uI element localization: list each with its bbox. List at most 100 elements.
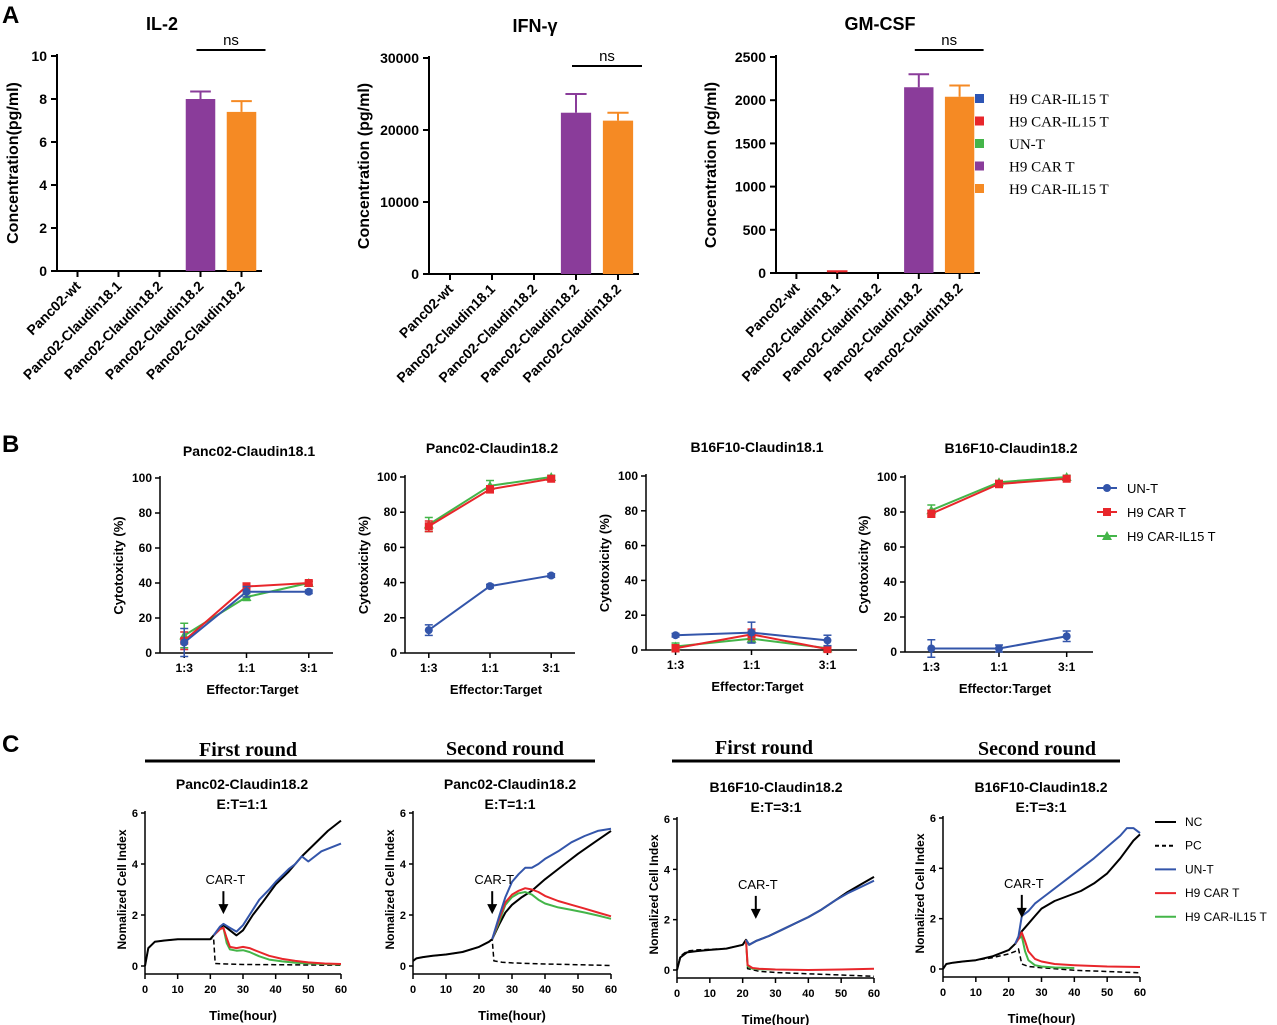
x-tick-label: 20 [204, 984, 216, 996]
x-tick-label: 40 [539, 984, 551, 996]
x-tick-label: 10 [440, 984, 452, 996]
y-tick-label: 80 [384, 505, 398, 519]
legend-rtca: NC PC UN-T H9 CAR T H9 CAR-IL15 T [1155, 815, 1267, 924]
gm-csf-bar-chart: GM-CSF Concentration (pg/ml) 0 500 1000 1500 2… [703, 14, 984, 385]
x-axis-label: Time(hour) [1008, 1011, 1076, 1025]
bar [185, 99, 216, 271]
series-pc [412, 938, 612, 967]
series-h9-car-t [927, 474, 1071, 518]
chart-title: Panc02-Claudin18.2 [176, 776, 308, 792]
significance-label: ns [941, 32, 957, 49]
y-tick-label: 0 [390, 646, 397, 660]
y-tick-label: 100 [377, 470, 397, 484]
first-round-label-right: First round [715, 737, 813, 759]
chart-subtitle: E:T=3:1 [751, 799, 802, 815]
marker-square [823, 645, 832, 654]
x-tick-label: 30 [237, 984, 249, 996]
marker-circle [995, 644, 1003, 653]
marker-circle [547, 571, 556, 580]
chart-subtitle: E:T=3:1 [1016, 799, 1067, 815]
marker-square [1103, 508, 1111, 516]
x-tick-label: 30 [506, 984, 518, 996]
rtca-b16f10-round2-chart: B16F10-Claudin18.2 E:T=3:1 Nomalized Cell … [913, 779, 1146, 1025]
chart-title: IL-2 [146, 14, 178, 34]
y-tick-label: 80 [625, 504, 639, 518]
x-tick-label: 40 [270, 984, 282, 996]
cytotox-panc02-cldn182-chart: Panc02-Claudin18.2 Cytotoxicity (%) Effect… [356, 440, 575, 697]
first-round-label-left: First round [199, 739, 297, 761]
legend-cytokine: H9 CAR-IL15 T H9 CAR-IL15 T UN-T H9 CAR T H9… [975, 92, 1109, 198]
x-tick-label: 50 [302, 984, 314, 996]
x-tick-label: 1:1 [990, 660, 1008, 674]
car-t-arrow-head [487, 904, 498, 915]
x-tick-label: 1:3 [420, 661, 438, 675]
series-pc [144, 937, 342, 967]
marker-square [927, 509, 936, 518]
rtca-panc02-round2-chart: Panc02-Claudin18.2 E:T=1:1 Nomalized Cell … [383, 776, 617, 1023]
marker-circle [304, 587, 313, 596]
car-t-annotation: CAR-T [738, 877, 778, 892]
marker-circle [486, 582, 494, 591]
legend-label: NC [1185, 815, 1203, 829]
y-tick-label: 40 [139, 576, 153, 590]
y-tick-label: 0 [411, 266, 419, 282]
series-un-t [927, 630, 1071, 658]
x-tick-label: 20 [737, 988, 749, 1000]
y-tick-label: 20000 [380, 122, 419, 138]
significance-label: ns [599, 48, 615, 65]
x-tick-label: 1:3 [176, 661, 194, 675]
series-un-t [745, 879, 875, 946]
y-axis-label: Concentration (pg/ml) [703, 82, 720, 248]
x-tick-label: 20 [473, 984, 485, 996]
series-nc [942, 833, 1141, 970]
x-axis-label: Time(hour) [209, 1008, 277, 1023]
chart-title: B16F10-Claudin18.2 [709, 779, 842, 795]
series-un-t [1014, 827, 1141, 945]
y-tick-label: 20 [384, 611, 398, 625]
y-tick-label: 4 [39, 177, 47, 193]
legend-cytotoxicity: UN-T H9 CAR T H9 CAR-IL15 T [1097, 481, 1216, 544]
y-tick-label: 0 [631, 643, 638, 657]
legend-label: H9 CAR-IL15 T [1009, 115, 1109, 131]
bar [602, 120, 634, 274]
chart-subtitle: E:T=1:1 [217, 796, 268, 812]
marker-circle [180, 638, 189, 647]
x-axis-label: Effector:Target [959, 681, 1052, 696]
car-t-arrow-head [1016, 907, 1027, 918]
legend-label: H9 CAR T [1009, 160, 1075, 176]
x-axis-label: Time(hour) [478, 1008, 546, 1023]
y-tick-label: 0 [930, 964, 936, 976]
y-tick-label: 6 [400, 808, 406, 820]
y-tick-label: 4 [930, 863, 937, 875]
ifn-gamma-bar-chart: IFN-γ Concentration (pg/ml) 0 10000 20000 300… [356, 16, 642, 386]
x-tick-label: 1:3 [667, 658, 685, 672]
bar [226, 111, 257, 272]
rtca-b16f10-round1-chart: B16F10-Claudin18.2 E:T=3:1 Nomalized Cell … [647, 779, 880, 1025]
legend-swatch [975, 184, 984, 193]
legend-label: H9 CAR-IL15 T [1009, 182, 1109, 198]
x-tick-label: 1:1 [238, 661, 256, 675]
marker-circle [424, 626, 433, 635]
legend-swatch [975, 161, 984, 171]
y-tick-label: 60 [384, 540, 398, 554]
panel-label-b: B [2, 431, 19, 458]
chart-title: Panc02-Claudin18.2 [444, 776, 576, 792]
marker-square [486, 485, 494, 494]
x-tick-label: 40 [1068, 987, 1080, 999]
y-axis-label: Cytotoxicity (%) [356, 516, 371, 614]
series-un-t [212, 842, 342, 936]
x-tick-label: 10 [704, 988, 716, 1000]
series-un-t [671, 621, 832, 647]
chart-title: Panc02-Claudin18.1 [183, 443, 315, 459]
y-tick-label: 0 [758, 265, 766, 281]
marker-circle [747, 628, 756, 637]
round-header-right: First round Second round [672, 737, 1120, 763]
y-tick-label: 20 [884, 610, 898, 624]
legend-label: UN-T [1127, 481, 1158, 496]
chart-title: IFN-γ [513, 16, 558, 36]
series-h9-car-il15-t [491, 891, 612, 940]
chart-title: Panc02-Claudin18.2 [426, 440, 558, 456]
y-tick-label: 40 [625, 573, 639, 587]
x-tick-label: 0 [940, 987, 946, 999]
bar [904, 87, 934, 274]
